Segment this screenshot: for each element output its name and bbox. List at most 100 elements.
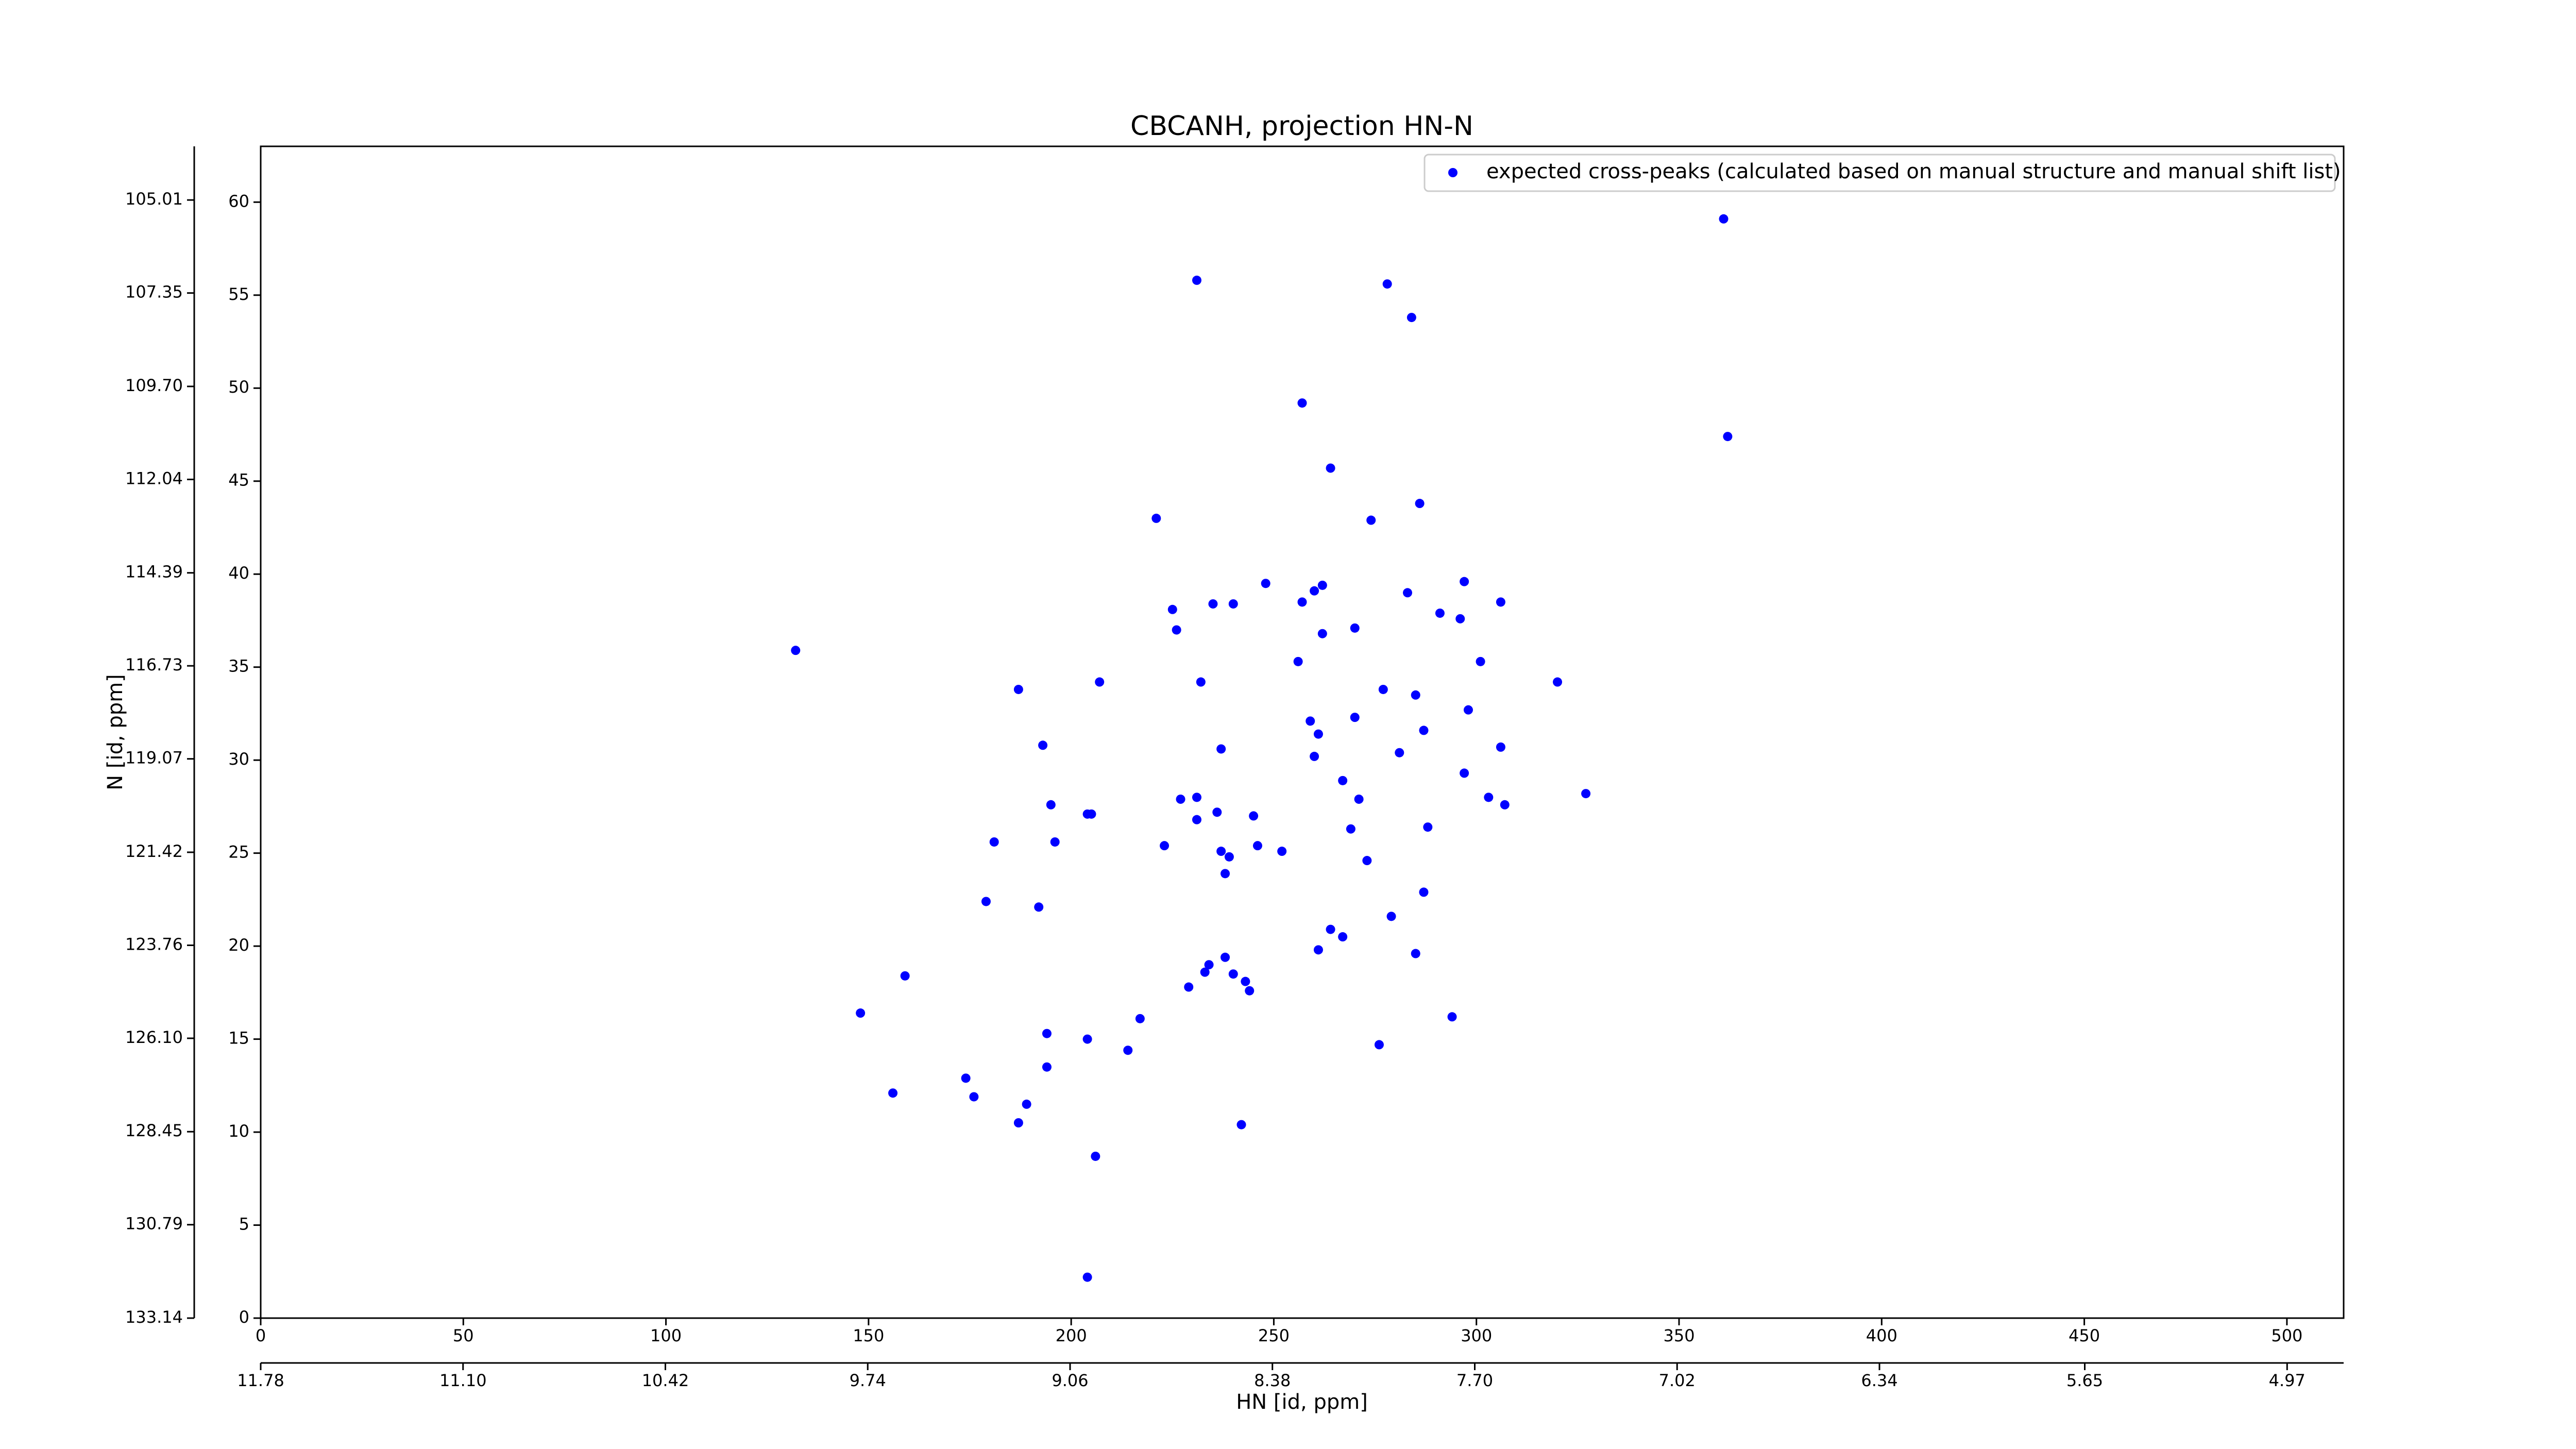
cross-peak [1013, 1118, 1023, 1127]
cross-peak [1378, 684, 1388, 694]
cross-peak [1317, 580, 1327, 590]
cross-peak [1310, 751, 1319, 761]
y-tick-label: 20 [228, 935, 249, 955]
cross-peak [1460, 577, 1469, 586]
cross-peak [1313, 729, 1323, 739]
cross-peak [1581, 789, 1591, 799]
cross-peak [1184, 982, 1194, 992]
x2-tick-label: 7.02 [1659, 1371, 1696, 1390]
cross-peak [1350, 623, 1360, 633]
x2-tick-label: 9.06 [1052, 1371, 1088, 1390]
cross-peak [1386, 912, 1396, 921]
cross-peak [1362, 856, 1372, 866]
cross-peak [1455, 614, 1465, 624]
cross-peak [1313, 945, 1323, 955]
x-tick-label: 500 [2271, 1326, 2302, 1345]
cross-peak [1338, 932, 1348, 942]
cross-peak [1382, 279, 1392, 289]
y2-tick-label: 119.07 [125, 748, 183, 768]
cross-peak [1038, 740, 1048, 750]
cross-peak [888, 1088, 898, 1098]
cross-peak [1042, 1029, 1052, 1038]
cross-peak [1553, 677, 1563, 687]
cross-peak [1228, 969, 1238, 979]
cross-peak [1484, 793, 1494, 802]
plot-frame [260, 145, 2345, 1319]
x2-tick-label: 8.38 [1254, 1371, 1291, 1390]
x-tick-label: 150 [853, 1326, 884, 1345]
cross-peak [961, 1073, 971, 1083]
y-tick-label: 0 [239, 1307, 249, 1327]
x2-tick-label: 7.70 [1456, 1371, 1493, 1390]
y2-tick-label: 107.35 [125, 282, 183, 302]
y-tick-label: 25 [228, 843, 249, 862]
cross-peak [1221, 952, 1230, 962]
y-tick-label: 40 [228, 563, 249, 583]
y2-tick-label: 126.10 [125, 1027, 183, 1047]
cross-peak [1403, 588, 1413, 598]
cross-peak [1245, 986, 1255, 996]
x2-tick-label: 9.74 [850, 1371, 886, 1390]
cross-peak [1500, 800, 1510, 810]
y2-tick-label: 121.42 [125, 841, 183, 861]
y2-tick-label: 105.01 [125, 189, 183, 209]
y-tick-label: 5 [239, 1215, 249, 1234]
x-tick-label: 400 [1866, 1326, 1897, 1345]
cross-peak [856, 1008, 866, 1018]
x-tick-label: 0 [256, 1326, 266, 1345]
y2-tick-label: 109.70 [125, 376, 183, 395]
cross-peak [1354, 794, 1364, 804]
cross-peak [1476, 656, 1485, 666]
cross-peak [1249, 811, 1259, 821]
cross-peak [1192, 793, 1201, 802]
cross-peak [1050, 837, 1060, 847]
cross-peak [1082, 809, 1092, 819]
y2-tick-label: 133.14 [125, 1307, 183, 1327]
cross-peak [1228, 599, 1238, 609]
y-axis-label: N [id, ppm] [104, 674, 127, 790]
cross-peak [1091, 1151, 1100, 1161]
cross-peak [1224, 852, 1234, 862]
chart-title: CBCANH, projection HN-N [1130, 111, 1473, 142]
y-tick-label: 10 [228, 1121, 249, 1141]
y-tick-label: 60 [228, 191, 249, 211]
cross-peak [1719, 214, 1728, 224]
y-tick-label: 50 [228, 377, 249, 397]
x2-tick-label: 11.10 [439, 1371, 487, 1390]
x2-tick-label: 6.34 [1861, 1371, 1897, 1390]
cross-peak [1192, 275, 1201, 285]
y2-tick-label: 114.39 [125, 562, 183, 582]
cross-peak [981, 897, 991, 906]
cross-peak [1200, 967, 1210, 977]
cross-peak [1406, 313, 1416, 323]
cross-peak [1241, 976, 1250, 986]
cross-peak [1496, 597, 1505, 607]
cross-peak [1306, 716, 1315, 726]
cross-peak [1176, 794, 1185, 804]
x-tick-label: 350 [1663, 1326, 1694, 1345]
cross-peak [1022, 1099, 1031, 1109]
cross-peak [1082, 1034, 1092, 1044]
cross-peak [1423, 822, 1433, 832]
cross-peak [1013, 684, 1023, 694]
x2-tick-label: 5.65 [2066, 1371, 2103, 1390]
cross-peak [1212, 807, 1222, 817]
cross-peak [1236, 1120, 1246, 1130]
cross-peak [1463, 705, 1473, 715]
cross-peak [1415, 499, 1425, 509]
cross-peak [1411, 949, 1420, 958]
cross-peak [989, 837, 999, 847]
cross-peak [1310, 586, 1319, 596]
cross-peak [1496, 742, 1505, 752]
x-tick-label: 50 [453, 1326, 474, 1345]
cross-peak [1419, 887, 1429, 897]
cross-peak [1297, 597, 1307, 607]
legend-marker [1448, 168, 1458, 177]
x-tick-label: 300 [1461, 1326, 1492, 1345]
cross-peak [1293, 656, 1303, 666]
x-tick-label: 100 [650, 1326, 682, 1345]
x2-tick-label: 11.78 [237, 1371, 284, 1390]
cross-peak [1297, 398, 1307, 408]
